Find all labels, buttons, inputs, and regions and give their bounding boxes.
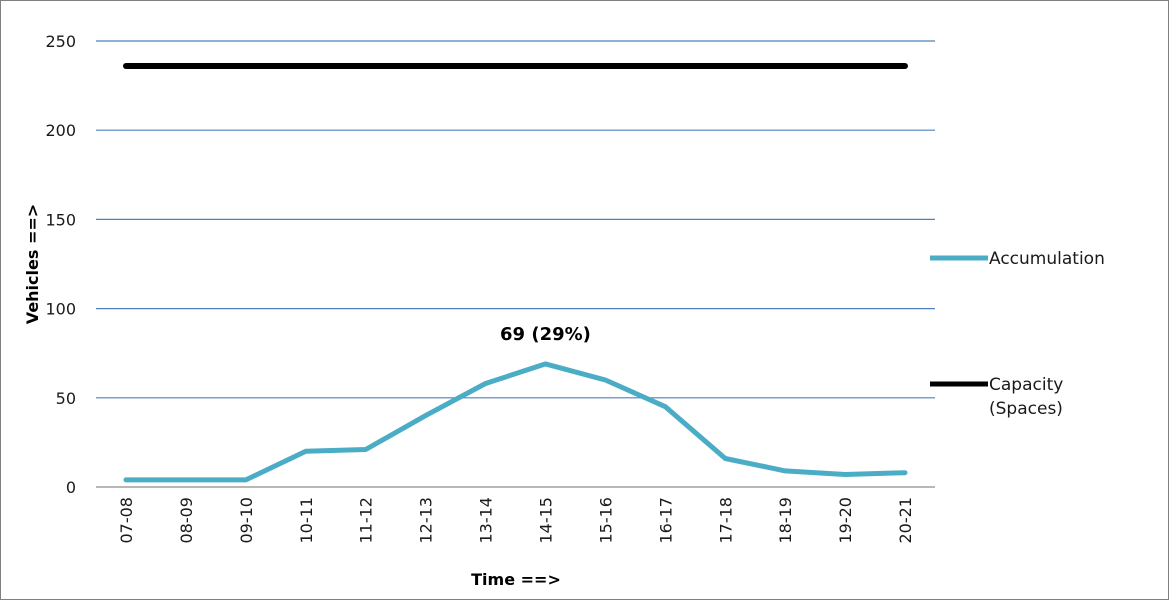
- y-tick-label: 150: [45, 210, 76, 229]
- x-tick-label: 19-20: [836, 497, 855, 544]
- x-tick-label: 07-08: [117, 497, 136, 544]
- y-tick-label: 0: [66, 478, 76, 497]
- series-line-0: [123, 361, 908, 483]
- y-tick-label: 100: [45, 300, 76, 319]
- y-tick-label: 250: [45, 32, 76, 51]
- x-tick-label: 10-11: [297, 497, 316, 544]
- x-tick-label: 14-15: [536, 497, 555, 544]
- y-tick-label: 50: [56, 389, 76, 408]
- legend-label: Capacity: [989, 375, 1063, 395]
- legend-label: Accumulation: [989, 249, 1105, 269]
- x-tick-label: 11-12: [357, 497, 376, 544]
- x-tick-label: 17-18: [716, 497, 735, 544]
- gridlines: [96, 40, 935, 488]
- x-tick-label: 13-14: [477, 497, 496, 544]
- y-tick-labels: 0 50 100 150 200 250: [45, 32, 76, 497]
- x-tick-label: 18-19: [776, 497, 795, 544]
- peak-annotation: 69 (29%): [500, 324, 591, 345]
- x-axis-title: Time ==>: [471, 570, 561, 589]
- series-lines: [123, 63, 908, 483]
- x-tick-label: 09-10: [237, 497, 256, 544]
- y-tick-label: 200: [45, 121, 76, 140]
- x-tick-label: 20-21: [896, 497, 915, 544]
- x-tick-label: 12-13: [417, 497, 436, 544]
- y-axis-title: Vehicles ==>: [23, 204, 42, 324]
- legend: Accumulation Capacity (Spaces): [930, 249, 1105, 419]
- x-tick-label: 08-09: [177, 497, 196, 544]
- x-tick-labels: 07-08 08-09 09-10 10-11 11-12 12-13 13-14 14-15…: [117, 497, 915, 544]
- x-tick-label: 15-16: [596, 497, 615, 544]
- legend-label: (Spaces): [989, 399, 1063, 419]
- x-tick-label: 16-17: [656, 497, 675, 544]
